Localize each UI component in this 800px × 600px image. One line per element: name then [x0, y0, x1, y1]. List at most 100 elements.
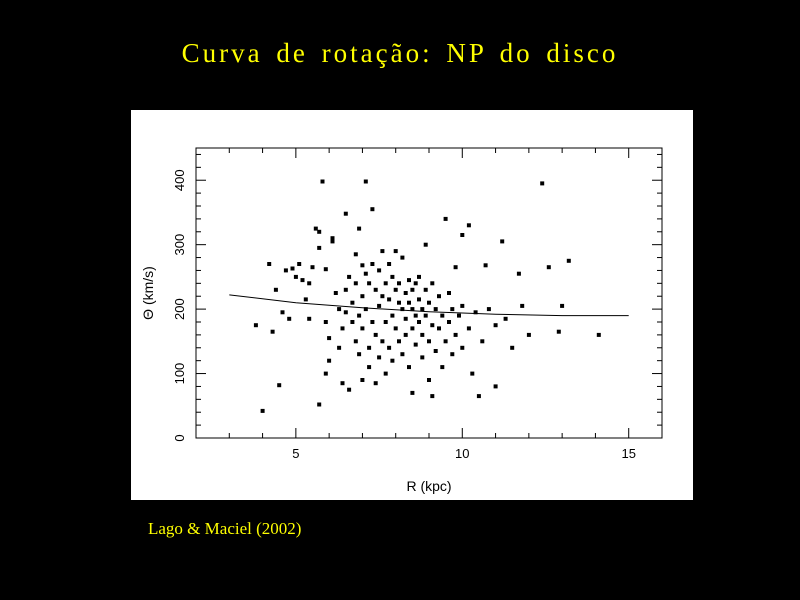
data-point: [267, 262, 272, 266]
data-point: [390, 274, 395, 279]
data-point: [380, 294, 385, 299]
data-point: [407, 278, 411, 283]
data-point: [317, 229, 322, 234]
data-point: [427, 300, 431, 305]
data-point: [420, 355, 425, 360]
data-point: [397, 300, 401, 305]
y-tick-label: 0: [172, 434, 187, 441]
data-point: [313, 226, 318, 231]
data-point: [367, 345, 372, 350]
data-point: [410, 307, 415, 312]
data-point: [450, 307, 455, 312]
data-point: [357, 226, 362, 231]
data-point: [330, 236, 335, 241]
tick-labels: 5 10 15 0 100 200 300 400: [172, 169, 636, 461]
data-point: [596, 332, 601, 337]
data-point: [400, 307, 405, 312]
data-point: [516, 271, 521, 276]
data-point: [450, 352, 455, 357]
data-point: [540, 181, 545, 186]
data-point: [390, 358, 395, 363]
data-point: [320, 179, 325, 184]
data-point: [280, 310, 285, 315]
data-point: [380, 249, 385, 254]
data-point: [413, 342, 418, 347]
data-point: [483, 263, 488, 268]
data-point: [397, 339, 401, 344]
data-point: [417, 297, 421, 302]
data-point: [373, 287, 378, 292]
data-point: [420, 307, 425, 312]
data-point: [430, 394, 435, 399]
data-point: [447, 320, 451, 324]
data-point: [290, 266, 295, 271]
data-point: [327, 358, 332, 363]
data-point: [403, 316, 408, 321]
data-point: [480, 339, 485, 344]
data-point: [470, 371, 475, 376]
data-point: [403, 332, 408, 337]
x-tick-label: 5: [292, 446, 299, 461]
data-point: [437, 294, 441, 299]
data-point: [343, 287, 348, 292]
data-point: [310, 265, 315, 270]
x-tick-label: 15: [621, 446, 635, 461]
data-point: [493, 384, 498, 389]
data-point: [283, 268, 288, 273]
y-tick-label: 100: [172, 363, 187, 385]
data-point: [367, 281, 372, 286]
data-point: [370, 262, 375, 266]
data-point: [377, 268, 382, 273]
x-tick-label: 10: [455, 446, 469, 461]
data-point: [476, 394, 481, 399]
data-point: [400, 352, 405, 357]
data-point: [393, 287, 398, 292]
data-point: [407, 300, 411, 305]
data-point: [340, 381, 345, 386]
data-point: [423, 313, 428, 318]
data-point: [390, 313, 395, 318]
data-point: [460, 345, 465, 350]
data-point: [393, 249, 398, 254]
data-point: [273, 287, 278, 292]
data-point: [423, 287, 428, 292]
data-point: [417, 320, 421, 324]
data-point: [566, 258, 571, 263]
data-point: [343, 211, 348, 216]
y-tick-label: 200: [172, 298, 187, 320]
data-point: [327, 336, 332, 341]
y-axis-label: Θ (km/s): [140, 266, 156, 320]
data-point: [363, 307, 368, 312]
data-point: [303, 297, 308, 302]
slide-title: Curva de rotação: NP do disco: [181, 38, 619, 68]
data-point: [473, 310, 478, 315]
x-axis-label: R (kpc): [406, 478, 451, 494]
data-point: [407, 365, 411, 370]
data-point: [453, 265, 458, 270]
data-point: [377, 303, 382, 308]
data-point: [387, 345, 392, 350]
chart-panel: 5 10 15 0 100 200 300 400 R (kpc) Θ (km/s): [131, 110, 693, 500]
data-point: [410, 287, 415, 292]
data-point: [317, 245, 322, 250]
data-point: [360, 263, 365, 268]
data-point: [347, 387, 352, 392]
data-point: [503, 316, 508, 321]
data-point: [556, 329, 561, 334]
data-point: [387, 262, 392, 266]
data-point: [410, 390, 415, 395]
data-point: [367, 365, 372, 370]
data-point: [363, 271, 368, 276]
data-point: [546, 265, 551, 270]
data-point: [433, 349, 438, 353]
data-point: [307, 316, 312, 321]
y-tick-label: 300: [172, 234, 187, 256]
data-point: [500, 239, 505, 244]
data-point: [363, 179, 368, 184]
data-point: [383, 320, 388, 324]
data-point: [377, 355, 382, 360]
data-point: [307, 281, 312, 286]
data-point: [417, 274, 421, 279]
data-point: [460, 233, 465, 237]
data-point: [353, 281, 358, 286]
